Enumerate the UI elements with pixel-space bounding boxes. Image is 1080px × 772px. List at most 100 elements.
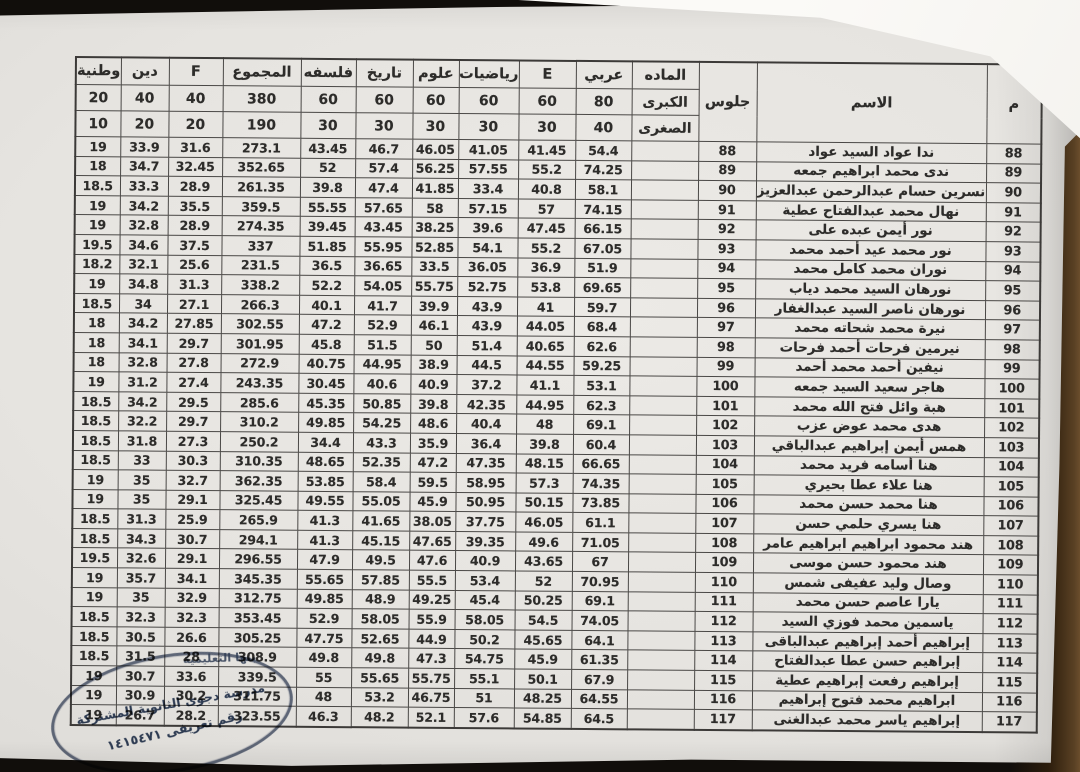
- seat-number-cell: 89: [698, 160, 757, 182]
- score-cell-arabic: 66.15: [574, 218, 631, 239]
- student-name-cell: هنا محمد حسن محمد: [753, 494, 984, 516]
- score-cell-science: 38.25: [411, 217, 458, 238]
- score-cell-math: 33.4: [457, 178, 519, 199]
- score-cell-science: 47.65: [409, 531, 456, 551]
- score-cell-english: 41: [516, 296, 575, 317]
- score-cell-religion: 32.8: [118, 352, 167, 373]
- student-name-cell: ندى محمد ابراهيم جمعه: [756, 161, 987, 183]
- score-cell-english: 50.25: [514, 590, 572, 611]
- score-cell-philosophy: 47.2: [298, 314, 354, 335]
- score-cell-total: 352.65: [222, 157, 301, 178]
- score-cell-science: 41.85: [411, 178, 459, 199]
- score-cell-arabic: 66.65: [572, 453, 629, 474]
- score-cell-french: 37.5: [167, 235, 222, 256]
- score-cell-religion: 35.7: [116, 567, 165, 588]
- score-cell-arabic: 61.1: [572, 512, 629, 533]
- major-mark: 40: [120, 84, 169, 112]
- score-cell-history: 48.2: [350, 706, 408, 728]
- seat-number-cell: 107: [695, 513, 754, 534]
- score-cell-philosophy: 45.8: [298, 334, 354, 355]
- score-cell-philosophy: 49.85: [296, 588, 352, 609]
- score-cell-total: 261.35: [221, 176, 301, 198]
- score-cell-history: 45.15: [352, 530, 410, 551]
- score-cell-total: 302.55: [220, 313, 299, 335]
- score-cell-math: 51.4: [456, 335, 517, 356]
- score-cell-philosophy: 51.85: [299, 236, 355, 257]
- score-cell-french: 30.7: [165, 529, 220, 550]
- score-cell-arabic: 51.9: [574, 257, 631, 279]
- subject-spacer-cell: [630, 258, 698, 279]
- score-cell-french: 32.7: [165, 470, 220, 491]
- row-number-cell: 112: [982, 613, 1038, 634]
- score-cell-total: 362.35: [219, 470, 298, 491]
- score-cell-religion: 34: [118, 293, 168, 314]
- student-name-cell: نور أيمن عبده على: [755, 220, 986, 242]
- student-name-cell: هنا علاء عطا بحيري: [753, 474, 984, 497]
- col-header-religion: دين: [120, 57, 169, 86]
- score-cell-philosophy: 39.8: [299, 177, 356, 198]
- major-marks-label: الكبرى: [631, 88, 699, 116]
- score-cell-french: 31.3: [167, 274, 222, 295]
- student-name-cell: ابراهيم محمد فتوح إبراهيم: [751, 690, 983, 712]
- score-cell-history: 51.5: [353, 334, 411, 355]
- major-mark: 60: [518, 87, 576, 115]
- seat-number-cell: 114: [694, 650, 753, 671]
- score-cell-national: 18.5: [73, 391, 119, 412]
- score-cell-english: 48: [516, 414, 574, 435]
- row-number-cell: 111: [982, 594, 1038, 615]
- row-number-cell: 106: [983, 496, 1039, 517]
- score-cell-national: 18.5: [73, 410, 119, 431]
- score-cell-french: 29.7: [166, 411, 221, 432]
- student-name-cell: نيرة محمد شحاته محمد: [754, 318, 985, 340]
- subject-spacer-cell: [628, 454, 696, 475]
- score-cell-religion: 35: [117, 489, 166, 510]
- score-cell-arabic: 62.6: [573, 336, 630, 357]
- score-cell-national: 19: [72, 489, 118, 510]
- score-cell-math: 52.75: [457, 276, 518, 297]
- subject-spacer-cell: [630, 278, 698, 299]
- score-cell-arabic: 64.1: [571, 630, 628, 651]
- minor-mark: 30: [458, 113, 519, 140]
- seat-number-cell: 98: [696, 337, 755, 358]
- score-cell-arabic: 60.4: [572, 434, 630, 455]
- score-cell-history: 44.95: [353, 354, 411, 375]
- score-cell-english: 44.95: [516, 394, 574, 415]
- minor-mark: 30: [518, 113, 576, 141]
- student-name-cell: هنا يسري حلمي حسن: [753, 514, 984, 536]
- subject-spacer-cell: [631, 140, 699, 161]
- row-number-cell: 101: [984, 398, 1040, 419]
- score-cell-history: 50.85: [353, 393, 411, 414]
- score-cell-english: 47.45: [517, 218, 575, 239]
- score-cell-philosophy: 30.45: [298, 373, 354, 394]
- score-cell-arabic: 68.4: [573, 316, 630, 337]
- score-cell-religion: 35: [117, 469, 166, 490]
- score-cell-total: 310.35: [219, 451, 298, 472]
- score-cell-history: 43.45: [354, 217, 412, 238]
- score-cell-math: 53.4: [454, 570, 515, 591]
- score-cell-french: 27.3: [165, 431, 221, 452]
- score-cell-arabic: 53.1: [573, 375, 630, 396]
- score-cell-science: 46.05: [412, 139, 459, 160]
- score-cell-science: 46.1: [410, 315, 457, 336]
- score-cell-math: 54.1: [457, 237, 518, 258]
- minor-mark: 190: [222, 111, 301, 139]
- score-cell-english: 39.8: [515, 433, 574, 454]
- score-cell-math: 42.35: [456, 394, 517, 415]
- score-cell-arabic: 70.95: [571, 571, 628, 592]
- score-cell-total: 272.9: [220, 353, 299, 374]
- row-number-cell: 97: [984, 319, 1040, 341]
- score-cell-arabic: 69.1: [571, 591, 628, 612]
- minor-mark: 30: [412, 113, 459, 140]
- score-cell-arabic: 64.5: [570, 708, 627, 730]
- score-cell-english: 44.55: [516, 355, 574, 376]
- minor-mark: 30: [355, 112, 413, 140]
- col-header-french: F: [168, 57, 223, 86]
- score-cell-science: 40.9: [410, 374, 457, 395]
- seat-number-cell: 115: [694, 670, 753, 691]
- score-cell-religion: 34.2: [119, 195, 168, 216]
- score-cell-science: 49.25: [408, 589, 455, 610]
- seat-number-cell: 116: [693, 690, 753, 711]
- score-cell-history: 41.65: [352, 510, 410, 532]
